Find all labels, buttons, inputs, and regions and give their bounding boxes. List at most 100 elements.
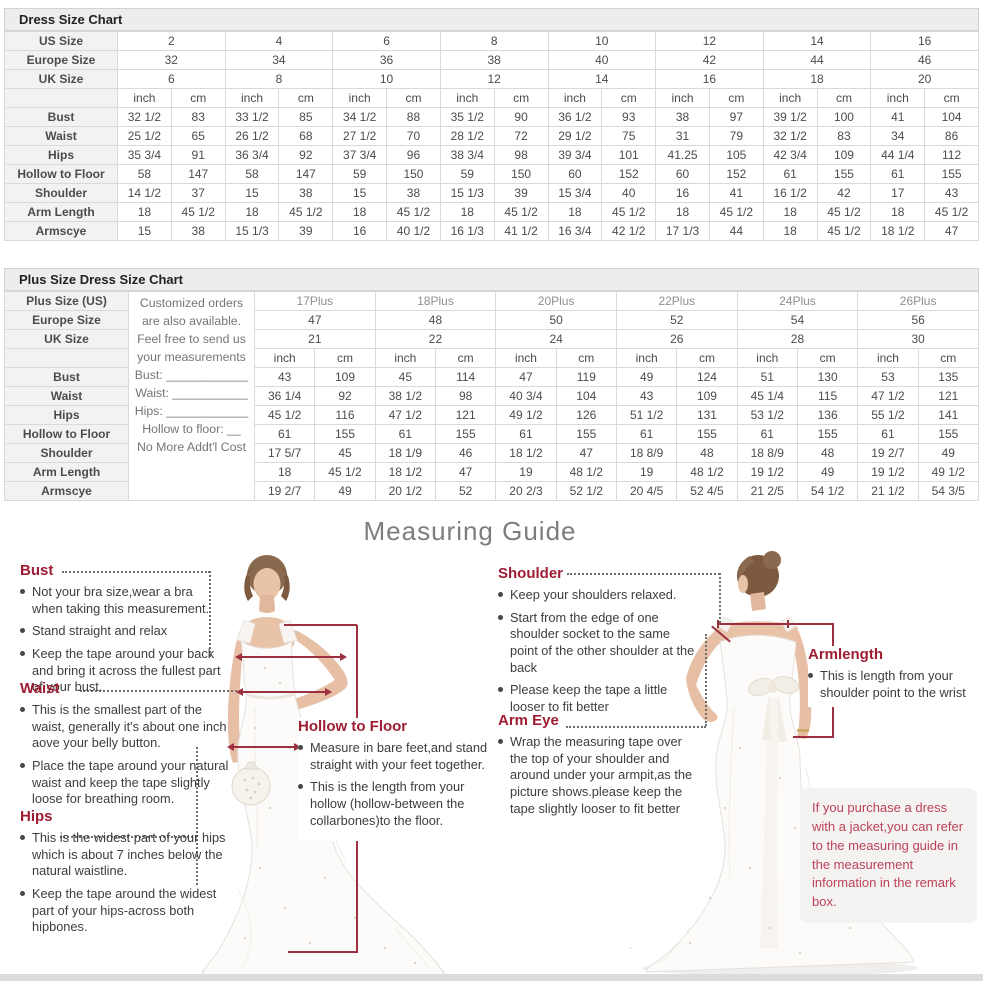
inch-value: 18 xyxy=(762,221,818,241)
waist-measure-arrow xyxy=(236,688,332,696)
row-label: Hips xyxy=(4,405,129,425)
inch-value: 27 1/2 xyxy=(332,126,388,146)
arm-eye-connector-line xyxy=(566,726,706,728)
custom-orders-line: your measurements xyxy=(137,350,246,364)
inch-value: 18 xyxy=(332,202,388,222)
hollow-to-floor-bottom-cap xyxy=(288,951,357,953)
inch-value: 61 xyxy=(762,164,818,184)
inch-value: 18 xyxy=(655,202,710,222)
bust-measure-arrow xyxy=(235,653,347,661)
cm-value: 68 xyxy=(278,126,334,146)
inch-value: 39 3/4 xyxy=(547,145,603,165)
row-label: Shoulder xyxy=(4,183,118,203)
inch-value: 15 xyxy=(117,221,172,241)
armlength-heading: Armlength xyxy=(808,646,883,663)
size-value: 48 xyxy=(374,310,497,330)
unit-header: inch xyxy=(439,88,495,108)
cm-value: 45 1/2 xyxy=(601,202,657,222)
unit-header: cm xyxy=(796,348,859,368)
cm-value: 131 xyxy=(676,405,738,425)
bullet-text: Keep the tape around the widest part of … xyxy=(32,885,217,935)
bullet-text: Keep your shoulders relaxed. xyxy=(510,587,677,602)
inch-value: 18 1/2 xyxy=(870,221,926,241)
row-label: Armscye xyxy=(4,481,129,501)
bullet-dot xyxy=(20,589,25,594)
inch-value: 15 1/3 xyxy=(224,221,280,241)
inch-value: 59 xyxy=(332,164,388,184)
measure-row: Arm Length 18 45 1/2 18 45 1/2 18 45 1/2 18 45 1… xyxy=(4,202,979,222)
inch-value: 16 1/2 xyxy=(762,183,818,203)
waist-heading: Waist xyxy=(20,680,60,697)
cm-value: 109 xyxy=(676,386,738,406)
cm-value: 104 xyxy=(924,107,979,127)
inch-value: 15 xyxy=(224,183,280,203)
hips-bullets: This is the widest part of your hips whi… xyxy=(20,830,230,936)
shoulder-measure-line xyxy=(717,620,789,628)
unit-header: cm xyxy=(314,348,376,368)
size-row: Plus Size (US) Customized orders are also … xyxy=(4,291,979,501)
bust-bullets: Not your bra size,wear a bra when taking… xyxy=(20,584,222,696)
bullet-text: This is the widest part of your hips whi… xyxy=(32,830,226,879)
row-label: US Size xyxy=(4,31,118,51)
cm-value: 45 1/2 xyxy=(924,202,979,222)
cm-value: 45 1/2 xyxy=(278,202,334,222)
inch-value: 20 2/3 xyxy=(495,481,557,501)
size-value: 16 xyxy=(655,69,764,89)
inch-value: 60 xyxy=(655,164,710,184)
unit-row: inch cm inch cm inch cm inch cm inch cm inch cm inch… xyxy=(4,88,979,108)
inch-value: 17 5/7 xyxy=(253,443,316,463)
custom-orders-line: are also available. xyxy=(141,314,242,328)
armlength-bullets: This is length from your shoulder point … xyxy=(808,668,978,701)
size-value: 6 xyxy=(332,31,441,51)
cm-value: 147 xyxy=(170,164,226,184)
unit-header: inch xyxy=(253,348,316,368)
cm-value: 141 xyxy=(917,405,980,425)
cm-value: 48 xyxy=(796,443,859,463)
size-value: 46 xyxy=(870,50,979,70)
unit-header: inch xyxy=(615,348,678,368)
inch-value: 18 xyxy=(439,202,495,222)
bullet-item: Keep your shoulders relaxed. xyxy=(498,587,698,604)
size-value: 56 xyxy=(857,310,979,330)
inch-value: 36 3/4 xyxy=(224,145,280,165)
unit-header: cm xyxy=(555,348,617,368)
inch-value: 51 1/2 xyxy=(615,405,678,425)
bullet-text: Stand straight and relax xyxy=(32,623,168,639)
cm-value: 91 xyxy=(170,145,226,165)
cm-value: 115 xyxy=(796,386,859,406)
hollow-to-floor-section: Hollow to Floor Measure in bare feet,and… xyxy=(298,718,496,842)
inch-value: 39 1/2 xyxy=(762,107,818,127)
row-label: Europe Size xyxy=(4,50,118,70)
inch-value: 15 xyxy=(332,183,388,203)
size-value: 22 xyxy=(374,329,497,349)
cm-value: 45 1/2 xyxy=(314,462,376,482)
bust-heading: Bust xyxy=(20,562,54,579)
unit-header: inch xyxy=(374,348,436,368)
cm-value: 47 xyxy=(924,221,979,241)
inch-value: 35 3/4 xyxy=(117,145,172,165)
inch-value: 45 1/2 xyxy=(253,405,316,425)
cm-value: 155 xyxy=(676,424,738,444)
unit-header: cm xyxy=(278,88,334,108)
inch-value: 58 xyxy=(224,164,280,184)
bullet-item: Start from the edge of one shoulder sock… xyxy=(498,610,698,677)
size-value: 12 xyxy=(439,69,549,89)
bullet-dot xyxy=(498,687,503,693)
inch-value: 16 xyxy=(332,221,388,241)
cm-value: 114 xyxy=(434,367,497,387)
cm-value: 152 xyxy=(601,164,657,184)
cm-value: 97 xyxy=(708,107,764,127)
inch-value: 61 xyxy=(870,164,926,184)
cm-value: 92 xyxy=(278,145,334,165)
size-value: 40 xyxy=(547,50,657,70)
size-value: 54 xyxy=(736,310,859,330)
size-value: 24Plus xyxy=(736,291,859,311)
cm-value: 49 1/2 xyxy=(917,462,980,482)
inch-value: 21 2/5 xyxy=(736,481,798,501)
inch-value: 61 xyxy=(857,424,919,444)
cm-value: 45 xyxy=(314,443,376,463)
size-value: 20Plus xyxy=(495,291,617,311)
unit-header: cm xyxy=(434,348,497,368)
inch-value: 18 xyxy=(762,202,818,222)
custom-orders-line: No More Addt'l Cost xyxy=(137,440,246,454)
